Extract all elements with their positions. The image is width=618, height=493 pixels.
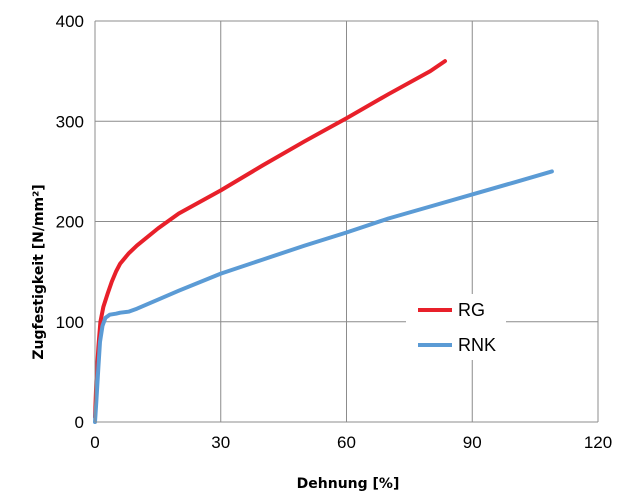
series-line-rg [93,59,447,419]
legend-label-rg: RG [458,300,485,320]
x-tick-label: 0 [90,433,99,452]
x-tick-label: 30 [211,433,230,452]
x-axis-title: Dehnung [%] [297,476,400,492]
x-tick-label: 120 [584,433,612,452]
series-lines [93,59,554,424]
legend: RG RNK [406,294,506,360]
gridlines [95,20,599,422]
x-tick-label: 90 [463,433,482,452]
y-tick-label: 100 [56,313,84,332]
x-tick-label: 60 [337,433,356,452]
y-tick-label: 300 [56,112,84,131]
y-tick-label: 200 [56,213,84,232]
y-axis-title: Zugfestigkeit [N/mm²] [31,184,47,359]
legend-background [406,294,506,360]
y-tick-label: 0 [75,413,84,432]
series-line-rnk [93,169,554,424]
y-tick-label: 400 [56,12,84,31]
legend-label-rnk: RNK [458,335,496,355]
axes: 0 30 60 90 120 0 100 200 300 400 [56,12,613,452]
